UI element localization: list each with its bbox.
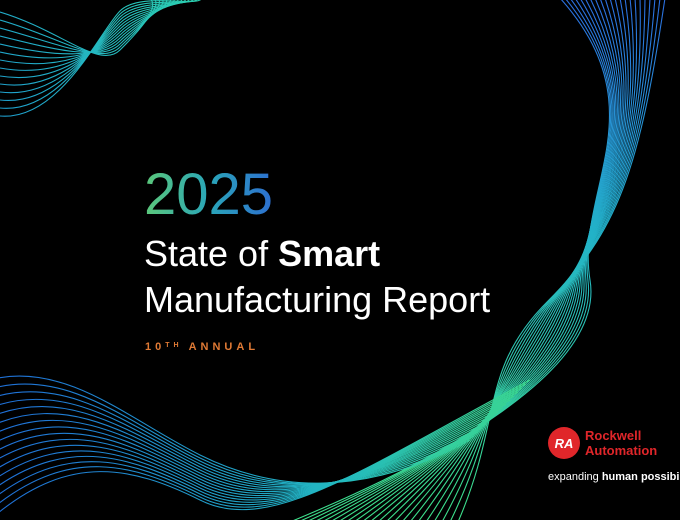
bottom-left-wave [0,375,471,484]
bottom-left-wave [0,391,479,485]
right-wave [450,0,661,520]
title-bold: Smart [278,233,380,274]
bottom-left-wave [0,395,515,501]
bottom-left-wave [0,415,495,491]
title-plain: State of [144,233,278,274]
bottom-left-wave [0,391,519,503]
tagline-plain: expanding [548,471,602,483]
title-line-1: State of Smart [144,233,380,274]
tagline: expanding human possibility [548,471,680,483]
right-wave [418,0,641,520]
bottom-left-wave [0,406,487,488]
right-wave [403,0,634,520]
bottom-left-wave [0,407,503,495]
logo-circle [548,427,580,459]
bottom-left-wave [0,403,507,497]
right-wave [434,0,651,520]
title-line-2: Manufacturing Report [144,279,490,320]
edition-word: ANNUAL [189,341,259,353]
right-wave [387,0,629,520]
right-wave [379,0,627,520]
top-left-wave [0,0,201,117]
right-wave [426,0,646,520]
logo: RA Rockwell Automation expanding human p… [548,427,680,483]
right-wave [410,0,638,520]
right-wave [458,0,666,520]
year: 2025 [144,162,273,227]
edition-number: 10 [145,341,165,353]
bottom-left-wave [0,383,527,508]
top-left-wave [0,0,194,101]
top-left-wave [0,0,190,94]
edition-suffix: TH [165,342,182,349]
right-wave [332,0,617,520]
bottom-left-wave [0,411,499,493]
right-wave [442,0,656,520]
bottom-left-wave [0,413,491,489]
logo-name-1: Rockwell [585,428,641,443]
bottom-left-wave [0,379,531,513]
logo-name-2: Automation [585,443,657,458]
bottom-left-wave [0,399,511,499]
tagline-bold: human possibility [602,471,680,483]
bottom-left-wave [0,387,523,506]
right-wave [340,0,618,520]
top-left-wave [0,0,197,109]
bottom-left-wave [0,383,475,485]
right-wave [348,0,620,520]
edition: 10TH ANNUAL [145,341,259,353]
bottom-left-wave [0,398,483,486]
wave-lines [0,0,666,520]
logo-mark: RA [555,436,574,451]
